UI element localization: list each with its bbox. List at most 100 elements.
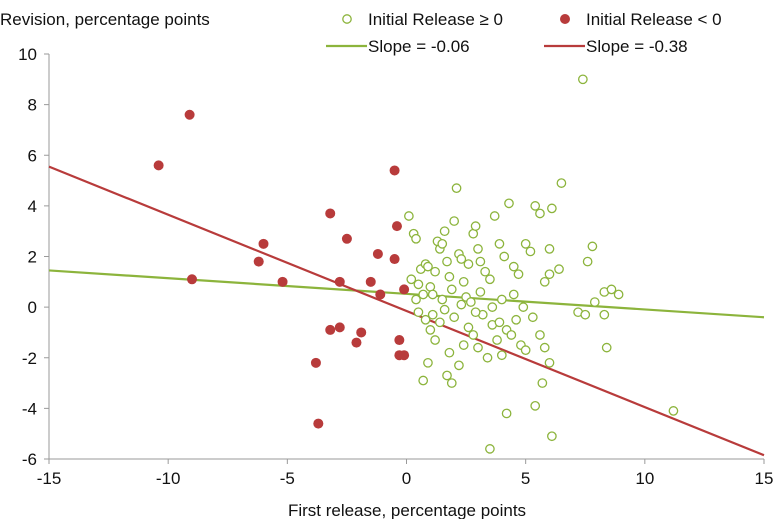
data-point-positive (418, 375, 429, 386)
data-point-positive (587, 241, 598, 252)
data-point-negative (184, 109, 195, 120)
data-point-positive (446, 378, 457, 388)
data-point-positive (418, 289, 429, 300)
data-point-positive (518, 302, 529, 312)
axes: -6 -4 -2 0 2 4 6 8 10 -15 -10 -5 0 5 10 15 (18, 45, 773, 488)
data-point-positive (554, 264, 564, 275)
x-tick-label: 0 (402, 469, 411, 488)
data-point-positive (530, 400, 541, 411)
x-axis-title: First release, percentage points (288, 501, 526, 519)
data-point-positive (582, 256, 593, 267)
data-point-positive (580, 309, 591, 320)
data-point-positive (485, 274, 495, 285)
data-point-positive (435, 317, 445, 328)
legend-marker-positive (342, 14, 352, 24)
data-point-positive (423, 261, 433, 272)
data-point-positive (527, 312, 538, 323)
data-point-positive (496, 350, 507, 361)
data-point-positive (547, 431, 557, 442)
data-point-positive (411, 294, 421, 305)
data-point-negative (313, 418, 324, 429)
y-tick-label: 10 (18, 45, 37, 64)
data-point-positive (427, 289, 438, 300)
data-point-positive (599, 309, 610, 320)
data-point-positive (465, 297, 476, 307)
data-point-positive (525, 246, 536, 257)
data-point-positive (423, 357, 433, 368)
data-point-positive (470, 307, 481, 318)
x-tick-label: 10 (635, 469, 654, 488)
data-point-positive (606, 284, 617, 295)
data-point-positive (454, 360, 464, 371)
data-point-positive (444, 271, 455, 282)
x-tick-label: 5 (521, 469, 530, 488)
data-point-positive (413, 307, 424, 318)
data-point-positive (446, 284, 457, 295)
data-point-negative (389, 254, 400, 265)
data-point-positive (511, 314, 521, 325)
data-points (153, 74, 679, 454)
data-point-positive (496, 294, 507, 305)
data-point-positive (425, 325, 436, 335)
x-tick-label: -15 (37, 469, 62, 488)
data-point-positive (487, 302, 498, 312)
data-point-positive (494, 317, 505, 328)
data-point-positive (420, 314, 431, 325)
data-point-positive (492, 335, 502, 345)
data-point-negative (310, 357, 321, 368)
data-point-positive (458, 276, 469, 287)
data-point-positive (668, 406, 679, 416)
y-tick-label: -6 (22, 450, 37, 469)
data-point-positive (475, 256, 486, 267)
data-point-positive (404, 211, 414, 221)
regression-lines (48, 165, 765, 457)
data-point-positive (456, 299, 467, 310)
data-point-negative (253, 256, 264, 267)
data-point-positive (539, 342, 550, 353)
legend-label: Slope = -0.06 (368, 37, 470, 56)
data-point-positive (473, 342, 483, 353)
data-point-negative (372, 248, 383, 259)
data-point-positive (463, 259, 474, 269)
data-point-positive (508, 289, 519, 300)
x-tick-label: -5 (280, 469, 295, 488)
y-tick-label: -4 (22, 399, 37, 418)
data-point-negative (389, 165, 400, 176)
data-point-positive (494, 238, 505, 249)
data-point-positive (544, 269, 555, 280)
regression-line (48, 165, 765, 457)
y-tick-label: 4 (28, 197, 37, 216)
data-point-positive (489, 211, 500, 221)
data-point-positive (601, 342, 612, 353)
data-point-positive (475, 287, 486, 297)
data-point-positive (480, 266, 490, 277)
data-point-negative (399, 350, 410, 361)
data-point-positive (439, 304, 450, 315)
data-point-positive (413, 279, 424, 290)
legend-label: Slope = -0.38 (586, 37, 688, 56)
data-point-negative (391, 221, 402, 232)
data-point-negative (277, 276, 288, 287)
data-point-positive (406, 274, 417, 285)
data-point-positive (539, 276, 550, 287)
data-point-positive (449, 312, 460, 323)
data-point-negative (325, 208, 336, 219)
data-point-positive (535, 208, 545, 219)
data-point-positive (544, 244, 555, 254)
data-point-negative (187, 274, 197, 285)
y-tick-label: -2 (22, 349, 37, 368)
y-tick-label: 0 (28, 298, 37, 317)
data-point-positive (482, 352, 493, 363)
y-tick-label: 8 (28, 96, 37, 115)
data-point-positive (468, 330, 479, 340)
data-point-negative (334, 276, 345, 287)
data-point-negative (334, 322, 345, 333)
regression-line (48, 269, 765, 319)
data-point-negative (351, 337, 362, 348)
data-point-positive (442, 370, 452, 381)
data-point-negative (365, 276, 376, 287)
data-point-positive (506, 330, 517, 340)
data-point-positive (451, 183, 462, 194)
